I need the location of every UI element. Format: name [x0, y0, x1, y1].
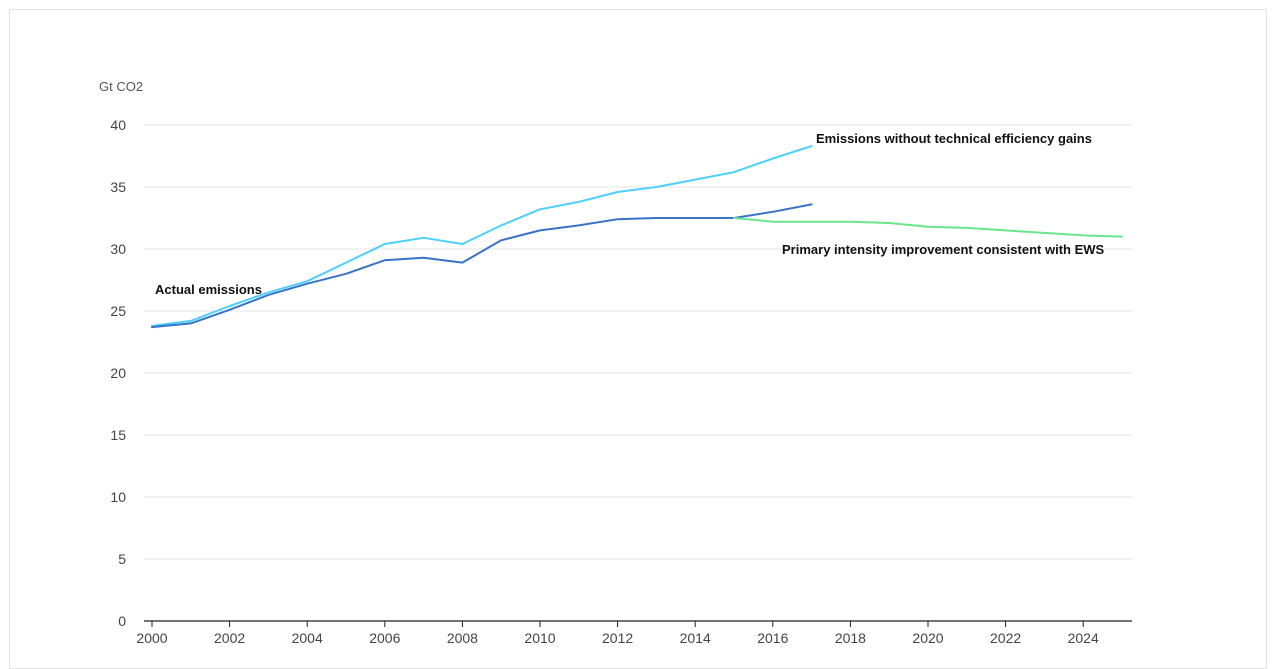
- y-axis-tick-labels: 0 5 10 15 20 25 30 35 40: [110, 117, 126, 629]
- x-tick-label-2004: 2004: [292, 630, 323, 646]
- x-tick-label-2018: 2018: [835, 630, 866, 646]
- y-tick-label-15: 15: [110, 427, 126, 443]
- x-tick-label-2024: 2024: [1068, 630, 1099, 646]
- x-tick-label-2012: 2012: [602, 630, 633, 646]
- x-tick-label-2022: 2022: [990, 630, 1021, 646]
- annotation-actual-emissions: Actual emissions: [155, 282, 262, 297]
- y-tick-label-0: 0: [118, 613, 126, 629]
- series-lines: [151, 145, 1123, 329]
- x-tick-label-2006: 2006: [369, 630, 400, 646]
- annotation-emissions-without-gains: Emissions without technical efficiency g…: [816, 131, 1092, 146]
- grid-lines: [144, 124, 1132, 560]
- y-axis-unit-label: Gt CO2: [99, 79, 143, 94]
- y-tick-label-20: 20: [110, 365, 126, 381]
- x-axis: 2000 2002 2004 2006 2008 2010 2012 2014 2016 2018…: [136, 620, 1132, 646]
- y-tick-label-5: 5: [118, 551, 126, 567]
- y-tick-label-40: 40: [110, 117, 126, 133]
- series-line-1: [151, 203, 813, 329]
- x-tick-label-2016: 2016: [757, 630, 788, 646]
- annotation-primary-intensity: Primary intensity improvement consistent…: [782, 242, 1105, 257]
- y-tick-label-30: 30: [110, 241, 126, 257]
- x-tick-label-2002: 2002: [214, 630, 245, 646]
- x-tick-label-2008: 2008: [447, 630, 478, 646]
- y-tick-label-10: 10: [110, 489, 126, 505]
- series-line-2: [733, 217, 1123, 238]
- series-line-0: [151, 145, 813, 327]
- x-tick-label-2010: 2010: [524, 630, 555, 646]
- line-chart: 0 5 10 15 20 25 30 35 40 2000 2002 2004 2006 2008 201…: [99, 79, 1132, 646]
- x-tick-label-2020: 2020: [912, 630, 943, 646]
- y-tick-label-25: 25: [110, 303, 126, 319]
- y-tick-label-35: 35: [110, 179, 126, 195]
- x-tick-label-2014: 2014: [680, 630, 711, 646]
- x-tick-label-2000: 2000: [136, 630, 167, 646]
